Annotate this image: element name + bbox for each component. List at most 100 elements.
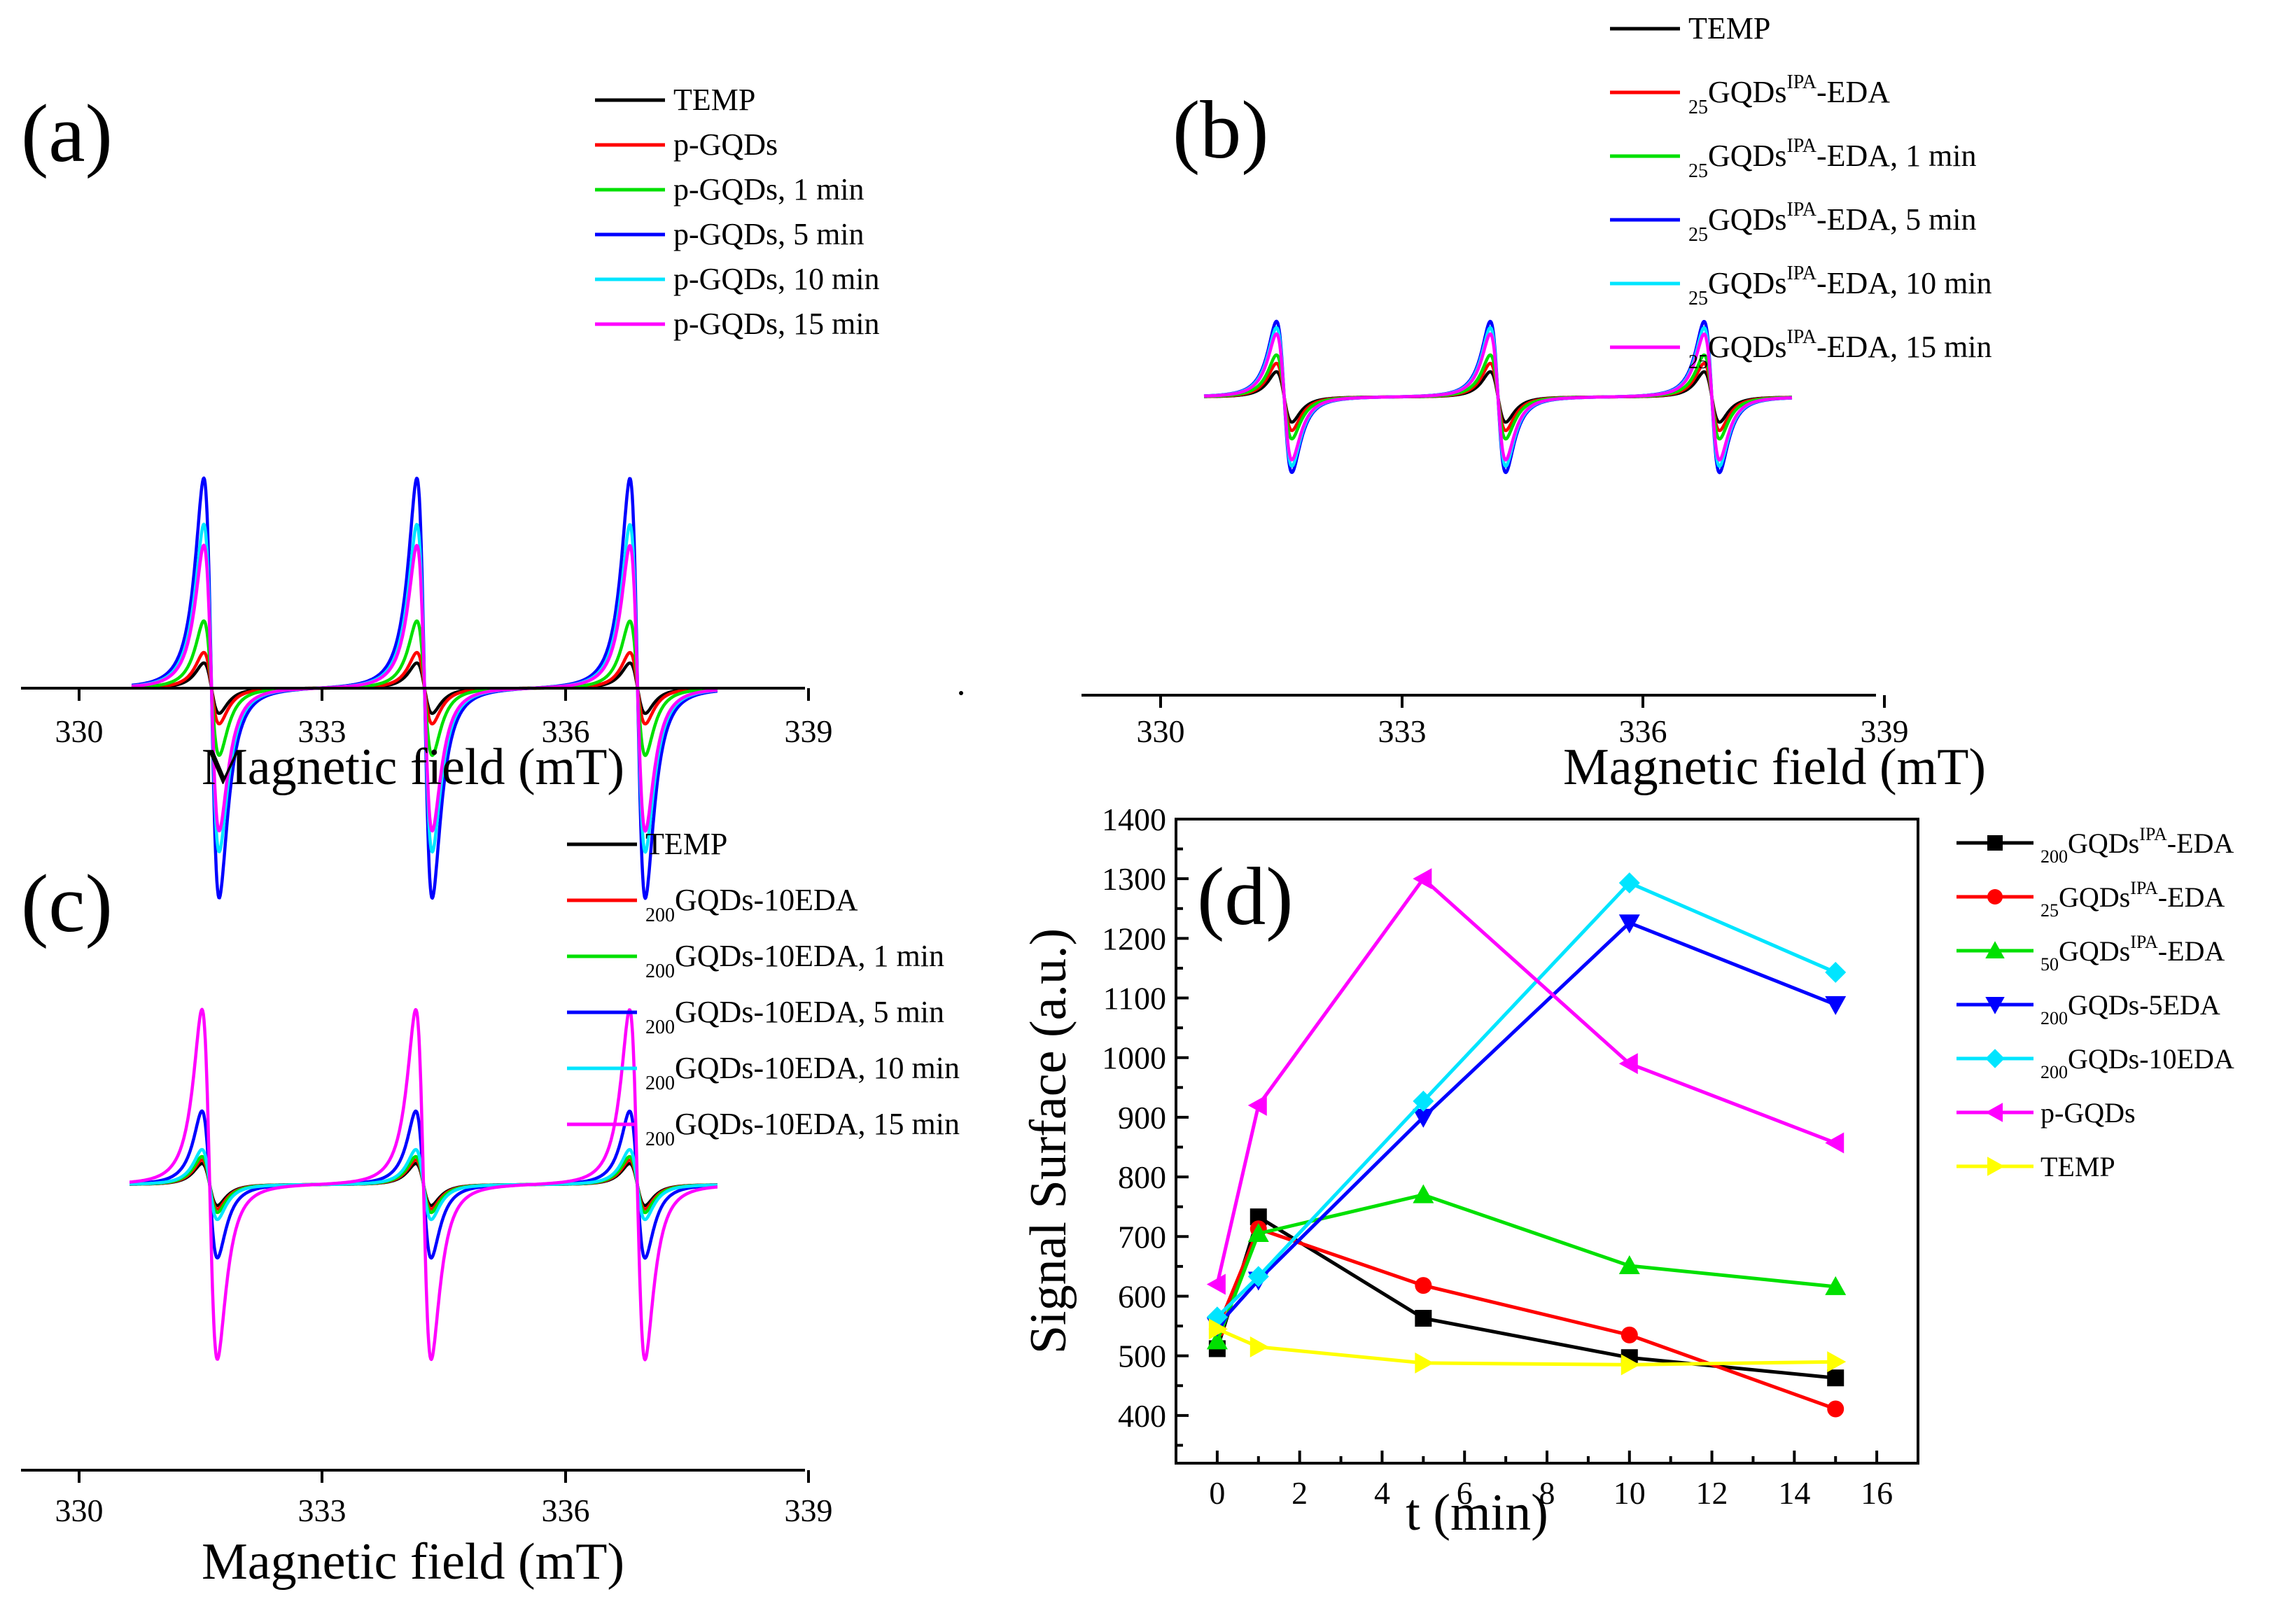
panel-d-point-p-gqds — [1247, 1094, 1267, 1116]
panel-a: (a) TEMP p-GQDs p-GQDs, 1 min p-GQDs, 5 min… — [21, 83, 880, 900]
panel-d-point-200gqds-10eda — [1618, 872, 1640, 894]
panel-b: (b) TEMP 25GQDsIPA-EDA 25GQDsIPA-EDA, 1 mi… — [1082, 11, 1992, 796]
panel-d-series-line-200gqds-10eda — [1216, 881, 1837, 1319]
panel-b-x-tick-label: 339 — [1861, 713, 1909, 749]
panel-a-x-tick-label: 339 — [785, 713, 833, 749]
panel-d-y-axis-title: Signal Surface (a.u.) — [1020, 928, 1077, 1354]
panel-d-y-tick-label: 900 — [1118, 1100, 1166, 1136]
panel-c-legend: TEMP 200GQDs-10EDA 200GQDs-10EDA, 1 min 200… — [567, 827, 960, 1150]
panel-d-legend-marker — [1987, 889, 2003, 905]
panel-d-point-25gqdsipa-eda — [1415, 1277, 1432, 1294]
panel-c-legend-label: 200GQDs-10EDA, 15 min — [645, 1107, 960, 1150]
panel-c: (c) TEMP 200GQDs-10EDA 200GQDs-10EDA, 1 mi… — [21, 827, 960, 1591]
panel-d-point-temp — [1620, 1354, 1640, 1376]
panel-d-series-line-temp — [1216, 1327, 1836, 1367]
panel-d-y-tick-label: 1300 — [1102, 861, 1166, 897]
panel-d-legend-marker — [1987, 835, 2003, 851]
panel-d-y-tick-label: 500 — [1118, 1339, 1166, 1374]
panel-d-x-tick-label: 12 — [1696, 1475, 1728, 1511]
panel-b-legend-label: 25GQDsIPA-EDA, 1 min — [1688, 135, 1977, 182]
panel-d-point-25gqdsipa-eda — [1827, 1400, 1844, 1418]
panel-a-legend-label: TEMP — [673, 83, 755, 117]
panel-d-axis-ticks: 0 2 4 6 8 10 12 14 16 400 500 600 700 800 900 1000 1100 1… — [1102, 802, 1919, 1511]
panel-a-x-axis-title: Magnetic field (mT) — [202, 739, 624, 796]
panel-d-point-200gqdsipa-eda — [1827, 1369, 1844, 1387]
panel-b-x-tick-label: 333 — [1378, 713, 1427, 749]
panel-d-y-tick-label: 800 — [1118, 1159, 1166, 1195]
panel-d-point-200gqdsipa-eda — [1415, 1310, 1432, 1327]
panel-d-x-tick-label: 8 — [1539, 1475, 1555, 1511]
panel-a-legend-label: p-GQDs, 10 min — [673, 262, 880, 296]
panel-a-legend-label: p-GQDs, 5 min — [673, 217, 864, 251]
panel-d-legend-marker — [1985, 1103, 2003, 1122]
panel-d-x-tick-label: 2 — [1292, 1475, 1308, 1511]
panel-d-y-tick-label: 400 — [1118, 1398, 1166, 1434]
panel-c-x-axis-title: Magnetic field (mT) — [202, 1533, 624, 1591]
panel-b-legend-label: TEMP — [1688, 11, 1770, 46]
panel-d-legend-label: 50GQDsIPA-EDA — [2040, 932, 2225, 975]
panel-d-point-50gqdsipa-eda — [1413, 1184, 1434, 1203]
panel-d-legend-label: 200GQDs-10EDA — [2040, 1043, 2234, 1082]
panel-b-x-ticks: 330 333 336 339 — [1137, 695, 1909, 749]
panel-d-x-tick-label: 4 — [1374, 1475, 1390, 1511]
stray-dot — [959, 691, 963, 695]
panel-a-label: (a) — [21, 88, 113, 179]
panel-a-legend: TEMP p-GQDs p-GQDs, 1 min p-GQDs, 5 min p-GQ… — [595, 83, 880, 341]
panel-d-legend: 200GQDsIPA-EDA 25GQDsIPA-EDA 50GQDsIPA-EDA… — [1956, 824, 2234, 1182]
panel-d-series-line-25gqdsipa-eda — [1215, 1227, 1837, 1411]
panel-c-legend-label: 200GQDs-10EDA, 10 min — [645, 1051, 960, 1094]
panel-d-legend-marker — [1985, 941, 2005, 958]
panel-d-x-tick-label: 16 — [1861, 1475, 1893, 1511]
panel-c-legend-label: 200GQDs-10EDA, 1 min — [645, 939, 944, 982]
panel-d-point-200gqds-10eda — [1825, 961, 1847, 983]
panel-c-x-tick-label: 339 — [785, 1493, 833, 1528]
panel-b-legend-label: 25GQDsIPA-EDA, 5 min — [1688, 199, 1977, 246]
panel-a-legend-label: p-GQDs — [673, 127, 778, 162]
panel-a-legend-label: p-GQDs, 1 min — [673, 172, 864, 207]
panel-b-label: (b) — [1172, 84, 1269, 176]
panel-d-point-200gqds-5eda — [1825, 996, 1847, 1015]
panel-d-series-line-200gqds-5eda — [1216, 921, 1837, 1327]
panel-d-point-p-gqds — [1618, 1053, 1638, 1075]
panel-c-legend-label: TEMP — [645, 827, 727, 861]
panel-d-x-tick-label: 14 — [1778, 1475, 1810, 1511]
panel-d-legend-marker — [1985, 1049, 2005, 1068]
panel-b-legend-label: 25GQDsIPA-EDA — [1688, 71, 1890, 118]
panel-c-x-tick-label: 336 — [542, 1493, 590, 1528]
panel-c-series-200gqds-10eda-15-min — [128, 1007, 719, 1362]
panel-d-y-tick-label: 1100 — [1103, 981, 1166, 1017]
panel-d-y-tick-label: 1400 — [1102, 802, 1166, 837]
panel-c-x-tick-label: 333 — [298, 1493, 346, 1528]
panel-d-x-tick-label: 10 — [1614, 1475, 1646, 1511]
panel-c-legend-label: 200GQDs-10EDA — [645, 883, 858, 926]
panel-c-x-tick-label: 330 — [55, 1493, 104, 1528]
panel-d-point-50gqdsipa-eda — [1206, 1330, 1228, 1350]
panel-d-series-line-50gqdsipa-eda — [1215, 1193, 1836, 1342]
panel-c-x-ticks: 330 333 336 339 — [55, 1470, 833, 1528]
panel-d-series-line-200gqdsipa-eda — [1215, 1215, 1836, 1380]
panel-d-legend-label: 200GQDs-5EDA — [2040, 989, 2220, 1028]
panel-d-legend-marker — [1987, 1157, 2005, 1176]
panel-d-point-25gqdsipa-eda — [1620, 1326, 1638, 1343]
panel-d-x-tick-label: 0 — [1209, 1475, 1225, 1511]
panel-d-y-tick-label: 1200 — [1102, 921, 1166, 956]
panel-d-legend-label: p-GQDs — [2040, 1097, 2136, 1129]
panel-b-x-tick-label: 330 — [1137, 713, 1185, 749]
panel-d-series — [1206, 868, 1847, 1418]
panel-d-point-temp — [1415, 1352, 1434, 1374]
panel-d: (d) 0 2 4 6 8 10 12 14 16 400 500 600 700 800 900 1000 1… — [1020, 802, 2234, 1542]
panel-b-legend-label: 25GQDsIPA-EDA, 10 min — [1688, 263, 1992, 309]
panel-c-spectra — [128, 1007, 719, 1362]
panel-d-point-temp — [1208, 1318, 1228, 1340]
panel-d-point-p-gqds — [1206, 1273, 1226, 1295]
panel-d-point-p-gqds — [1825, 1132, 1844, 1154]
panel-d-legend-marker — [1985, 997, 2005, 1014]
panel-d-y-tick-label: 1000 — [1102, 1040, 1166, 1076]
panel-d-legend-label: 25GQDsIPA-EDA — [2040, 878, 2225, 921]
panel-d-legend-label: TEMP — [2040, 1151, 2115, 1182]
panel-d-point-200gqds-10eda — [1413, 1090, 1434, 1112]
panel-d-legend-label: 200GQDsIPA-EDA — [2040, 824, 2234, 867]
panel-a-legend-label: p-GQDs, 15 min — [673, 307, 880, 341]
panel-d-point-temp — [1250, 1336, 1269, 1357]
